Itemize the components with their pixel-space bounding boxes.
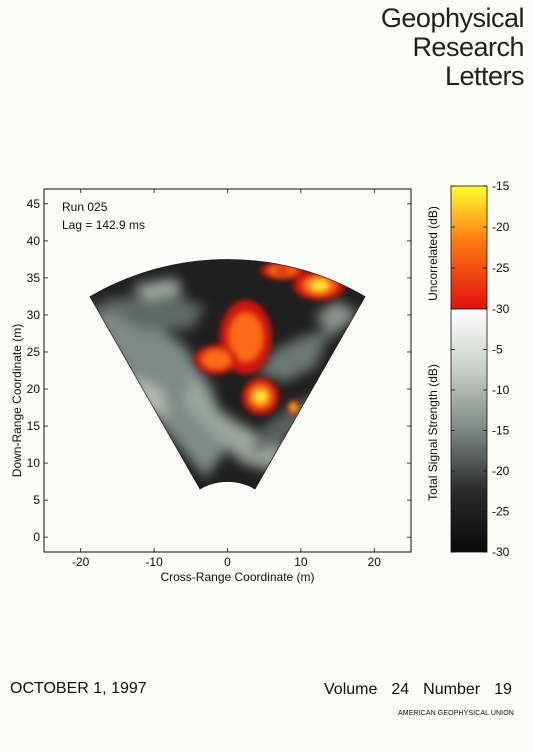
x-axis-label: Cross-Range Coordinate (m) [160, 570, 314, 584]
number-value: 19 [494, 681, 512, 698]
annotation-run: Run 025 [62, 200, 108, 214]
issue-volume-number: Volume 24 Number 19 [324, 681, 512, 699]
colorbar-lower-tick-label: -5 [492, 343, 503, 357]
colorbar-lower-tick-label: -25 [492, 505, 510, 519]
colorbar-lower-tick-label: -10 [492, 383, 510, 397]
journal-title-line-1: Geophysical [380, 3, 525, 33]
publisher: AMERICAN GEOPHYSICAL UNION [398, 710, 514, 717]
colorbar-uncorrelated-label: Uncorrelated (dB) [426, 206, 440, 301]
colorbar-ticks: -15 -20 -25 -30 -5 -10 -15 -20 -25 -30 [451, 180, 510, 559]
colorbar-upper-tick-label: -20 [492, 220, 510, 234]
plot-area: -20 -10 0 10 20 0 5 10 15 20 25 30 35 40 45 Run 025 L… [10, 188, 412, 584]
y-tick-label: 15 [27, 419, 41, 433]
x-tick-label: 10 [294, 555, 308, 569]
signal-band-6 [315, 300, 360, 338]
y-tick-label: 45 [27, 197, 41, 211]
annotation-lag: Lag = 142.9 ms [62, 218, 145, 232]
y-axis-label: Down-Range Coordinate (m) [10, 324, 24, 477]
y-tick-label: 0 [33, 530, 40, 544]
x-tick-label: -10 [145, 555, 163, 569]
issue-date: OCTOBER 1, 1997 [10, 680, 147, 697]
signal-band-2 [95, 292, 206, 330]
journal-title-line-3: Letters [444, 61, 525, 91]
colorbar-upper-tick-label: -30 [492, 302, 510, 316]
y-tick-label: 20 [27, 382, 41, 396]
volume-value: 24 [391, 681, 410, 698]
y-tick-label: 10 [27, 456, 41, 470]
y-tick-label: 35 [27, 271, 41, 285]
y-tick-label: 40 [27, 234, 41, 248]
colorbar-total-signal-label: Total Signal Strength (dB) [426, 364, 440, 501]
x-tick-label: -20 [72, 555, 90, 569]
colorbar-upper-tick-label: -25 [492, 261, 510, 275]
colorbar-total-signal [450, 308, 488, 553]
colorbar-upper-tick-label: -15 [492, 180, 510, 193]
y-tick-label: 5 [33, 493, 40, 507]
signal-band-8 [132, 277, 184, 301]
hot-region-2 [194, 344, 239, 375]
number-label: Number [423, 681, 481, 698]
signal-band-5 [256, 329, 331, 382]
y-tick-label: 25 [27, 345, 41, 359]
volume-label: Volume [324, 681, 378, 698]
y-axis-ticks: 0 5 10 15 20 25 30 35 40 45 [27, 197, 411, 544]
journal-title-line-2: Research [412, 32, 524, 62]
hot-region-6 [287, 400, 300, 415]
cover-figure: -20 -10 0 10 20 0 5 10 15 20 25 30 35 40 45 Run 025 L… [10, 180, 510, 584]
colorbar-lower-tick-label: -20 [492, 464, 510, 478]
x-tick-label: 20 [368, 555, 382, 569]
journal-title: Geophysical Research Letters [264, 3, 525, 91]
y-tick-label: 30 [27, 308, 41, 322]
x-axis-ticks: -20 -10 0 10 20 [72, 189, 381, 569]
sector-outline [89, 259, 366, 490]
x-tick-label: 0 [224, 555, 231, 569]
hot-region-3 [242, 377, 279, 415]
colorbar-uncorrelated [450, 185, 488, 310]
colorbar: -15 -20 -25 -30 -5 -10 -15 -20 -25 -30 Uncorrelat… [426, 180, 510, 559]
colorbar-lower-tick-label: -30 [492, 545, 510, 559]
colorbar-lower-tick-label: -15 [492, 424, 510, 438]
